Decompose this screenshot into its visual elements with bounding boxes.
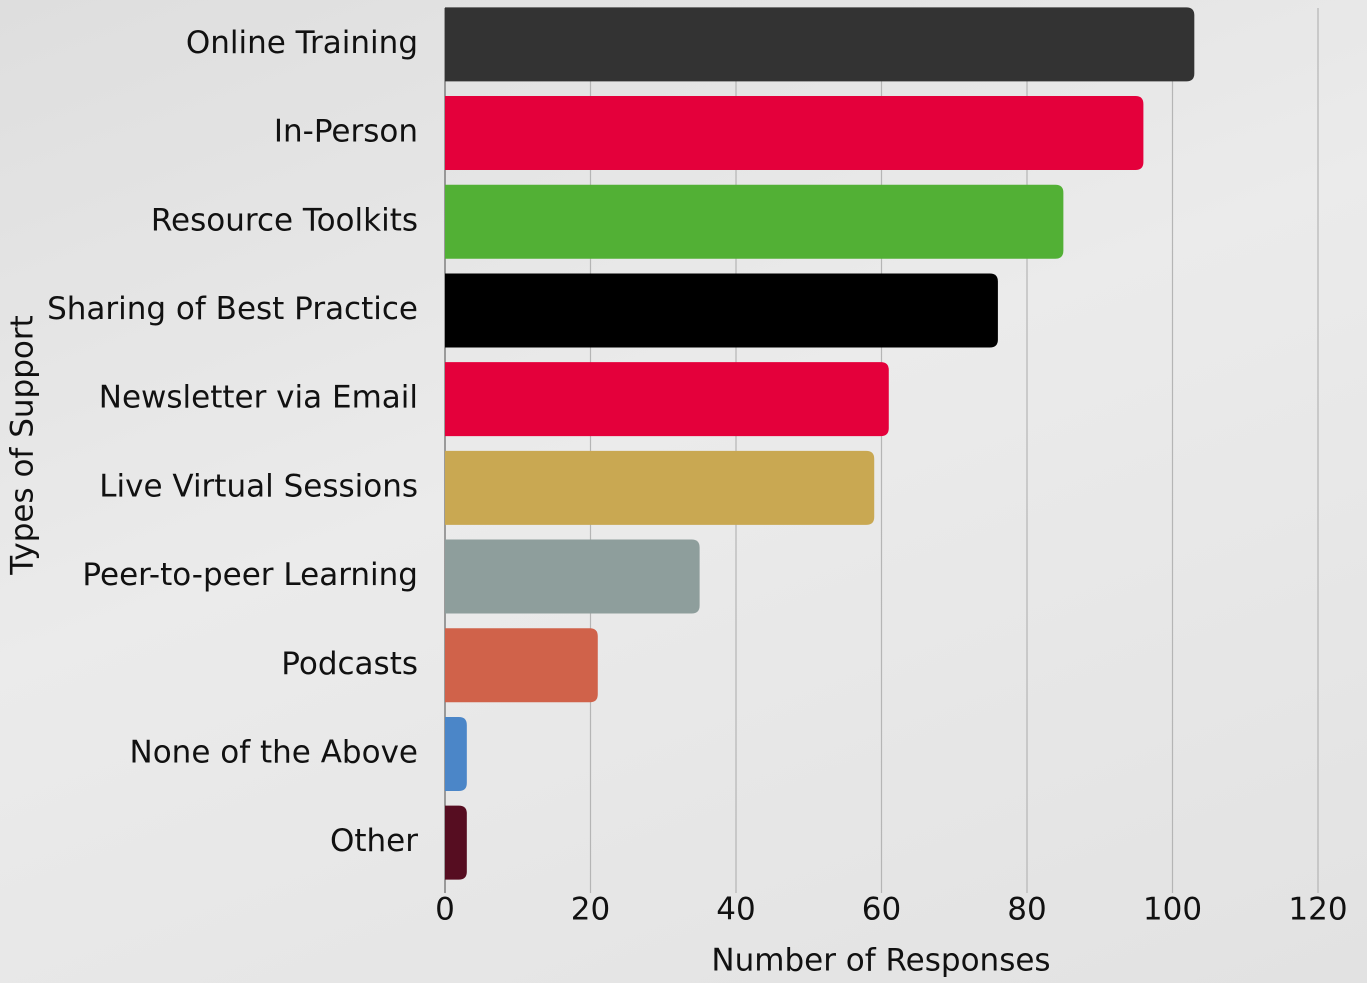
x-tick-label: 0 [435, 892, 455, 928]
bar [445, 362, 889, 437]
y-tick-label: Live Virtual Sessions [99, 468, 418, 504]
y-tick-label: Online Training [186, 25, 418, 61]
y-tick-label: In-Person [274, 114, 418, 150]
bar [445, 805, 467, 880]
y-tick-label: Resource Toolkits [151, 202, 418, 238]
x-tick-label: 120 [1288, 892, 1347, 928]
bar [445, 539, 700, 614]
x-tick-label: 100 [1143, 892, 1202, 928]
bar [445, 96, 1144, 171]
x-axis-label: Number of Responses [711, 943, 1050, 979]
bar [445, 184, 1064, 259]
x-tick-label: 60 [862, 892, 901, 928]
x-tick-label: 40 [716, 892, 755, 928]
x-tick-label: 20 [571, 892, 610, 928]
x-tick-label: 80 [1007, 892, 1046, 928]
y-tick-label: None of the Above [130, 734, 418, 770]
bar [445, 273, 998, 348]
bar [445, 716, 467, 791]
y-tick-label: Other [330, 823, 418, 859]
bar [445, 450, 875, 525]
y-tick-label: Podcasts [281, 646, 418, 682]
y-axis-label: Types of Support [5, 315, 41, 576]
y-tick-label: Peer-to-peer Learning [82, 557, 418, 593]
y-tick-label: Newsletter via Email [99, 380, 418, 416]
bar [445, 7, 1195, 82]
y-tick-label: Sharing of Best Practice [47, 291, 418, 327]
bar [445, 628, 598, 703]
